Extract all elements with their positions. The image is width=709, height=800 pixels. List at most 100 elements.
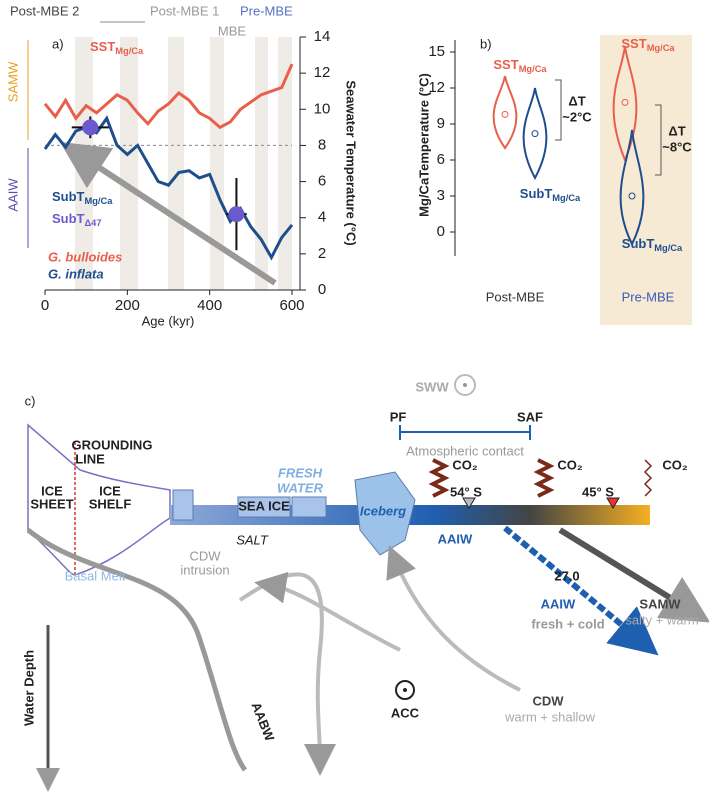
label-sub: Mg/Ca — [115, 46, 144, 56]
diagram-label: Atmospheric contact — [406, 443, 524, 458]
series-label: SSTMg/Ca — [621, 36, 675, 53]
delta-bracket — [555, 79, 562, 141]
water-mass: AAIW — [5, 178, 20, 212]
label-main: SubT — [52, 189, 85, 204]
x-tick-label: Post-MBE — [486, 289, 545, 304]
y-tick-label: 9 — [437, 115, 445, 132]
x-axis-title: Age (kyr) — [142, 313, 195, 328]
series-label: SubTMg/Ca — [622, 236, 683, 253]
y-axis-title: Seawater Temperature (°C) — [344, 80, 359, 245]
label-main: SST — [621, 36, 646, 51]
y-tick-label: 14 — [314, 28, 331, 45]
diagram-label: SHELF — [89, 496, 132, 511]
diagram-label: ACC — [391, 705, 420, 720]
delta-bracket — [655, 104, 662, 176]
label-sub: Δ47 — [85, 218, 102, 228]
y-axis-title: Mg/CaTemperature (°C) — [416, 73, 431, 217]
series-label: SubTMg/Ca — [520, 186, 581, 203]
diagram-label: Basal Melt — [65, 568, 126, 583]
diagram-label: intrusion — [180, 562, 229, 577]
diagram-label: AAIW — [438, 531, 473, 546]
y-tick-label: 3 — [437, 187, 445, 204]
label-main: SubT — [52, 211, 85, 226]
violin — [492, 75, 518, 150]
median — [621, 98, 629, 106]
period-label: Post-MBE 2 — [10, 3, 79, 18]
diagram-label: Iceberg — [360, 503, 406, 518]
diagram-label: CDW — [189, 548, 221, 563]
diagram-label: salty + warm — [625, 612, 698, 627]
diagram-label: c) — [25, 393, 36, 408]
x-tick-label: 600 — [279, 297, 304, 314]
median — [531, 130, 539, 138]
label-main: SubT — [622, 236, 655, 251]
diagram-label: CO₂ — [452, 457, 478, 472]
median — [628, 192, 636, 200]
diagram-label: WATER — [277, 480, 324, 495]
legend-entry: G. inflata — [48, 266, 104, 281]
panel-label: b) — [480, 36, 492, 51]
label-main: SubT — [520, 186, 553, 201]
diagram-label: SAF — [517, 409, 543, 424]
diagram-label: warm + shallow — [504, 709, 596, 724]
diagram-label: SALT — [236, 532, 269, 547]
y-tick-label: 15 — [428, 43, 445, 60]
y-tick-label: 8 — [318, 136, 326, 153]
diagram-label: 27.0 — [554, 568, 579, 583]
legend-entry: G. bulloides — [48, 249, 122, 264]
series-label: SubTMg/Ca — [52, 189, 113, 206]
diagram-label: CO₂ — [557, 457, 583, 472]
diagram-label: AABW — [248, 700, 277, 744]
annotation: ~2°C — [562, 109, 592, 124]
violin — [522, 87, 548, 181]
y-tick-label: 6 — [437, 151, 445, 168]
label-main: SST — [493, 57, 518, 72]
violin — [612, 45, 638, 163]
diagram — [26, 374, 709, 792]
label-sub: Mg/Ca — [85, 196, 114, 206]
diagram-label: FRESH — [278, 465, 323, 480]
y-tick-label: 10 — [314, 100, 331, 117]
diagram-label: LINE — [75, 451, 105, 466]
diagram-label: GROUNDING — [72, 437, 153, 452]
point — [82, 119, 99, 136]
diagram-label: 45° S — [582, 484, 614, 499]
pre-mbe-background — [600, 35, 692, 325]
diagram-label: SAMW — [639, 596, 681, 611]
diagram-label: 54° S — [450, 484, 482, 499]
y-tick-label: 12 — [428, 79, 445, 96]
diagram-label: SHEET — [30, 496, 73, 511]
diagram-label: ICE — [41, 483, 63, 498]
y-tick-label: 12 — [314, 64, 331, 81]
diagram-label: SEA ICE — [238, 498, 290, 513]
x-tick-label: 0 — [41, 297, 49, 314]
diagram-label: PF — [390, 409, 407, 424]
median — [501, 110, 509, 118]
y-tick-label: 4 — [318, 209, 326, 226]
series-label: SSTMg/Ca — [90, 39, 144, 56]
x-tick-label: 400 — [197, 297, 222, 314]
annotation: ΔT — [568, 93, 585, 108]
points-label: SubTΔ47 — [52, 211, 102, 228]
label-sub: Mg/Ca — [552, 193, 581, 203]
diagram-label: fresh + cold — [531, 616, 604, 631]
diagram-label: ICE — [99, 483, 121, 498]
diagram-label: Water Depth — [21, 650, 36, 726]
annotation: ΔT — [668, 123, 685, 138]
x-tick-label: Pre-MBE — [622, 289, 675, 304]
diagram-label: CO₂ — [662, 457, 688, 472]
series-line — [43, 63, 294, 130]
diagram-label: AAIW — [541, 596, 576, 611]
x-tick-label: 200 — [115, 297, 140, 314]
period-label: MBE — [218, 23, 247, 38]
diagram-label: SWW — [415, 379, 449, 394]
annotation: ~8°C — [662, 139, 692, 154]
y-tick-label: 6 — [318, 173, 326, 190]
diagram-label: CDW — [532, 693, 564, 708]
y-tick-label: 2 — [318, 245, 326, 262]
period-label: Post-MBE 1 — [150, 3, 219, 18]
water-mass: SAMW — [5, 61, 20, 102]
period-label: Pre-MBE — [240, 3, 293, 18]
label-main: SST — [90, 39, 115, 54]
